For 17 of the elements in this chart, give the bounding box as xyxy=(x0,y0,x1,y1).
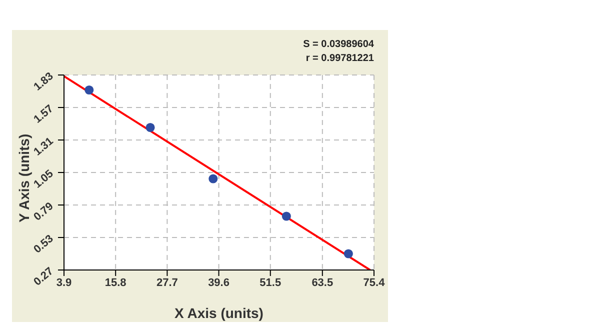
text: r = 0.99781221 xyxy=(304,52,374,66)
y-tick-label: 1.83 xyxy=(32,70,56,94)
y-tick-label: 0.27 xyxy=(32,265,56,288)
y-tick-label: 1.31 xyxy=(32,135,56,158)
y-tick-label: 0.79 xyxy=(32,200,56,224)
y-tick-label: 1.05 xyxy=(32,168,56,191)
x-tick-label: 51.5 xyxy=(260,276,282,289)
text: S = 0.03989604 xyxy=(303,38,374,52)
x-tick-label: 27.7 xyxy=(156,276,178,289)
x-axis-title: X Axis (units) xyxy=(174,305,264,321)
y-tick-label: 0.53 xyxy=(32,232,56,256)
x-tick-label: 3.9 xyxy=(56,276,72,289)
x-tick-label: 15.8 xyxy=(104,276,126,289)
x-tick-label: 39.6 xyxy=(208,276,230,289)
x-tick-label: 63.5 xyxy=(312,276,334,289)
x-tick-label: 75.4 xyxy=(363,276,386,289)
y-axis-title: Y Axis (units) xyxy=(16,134,32,222)
